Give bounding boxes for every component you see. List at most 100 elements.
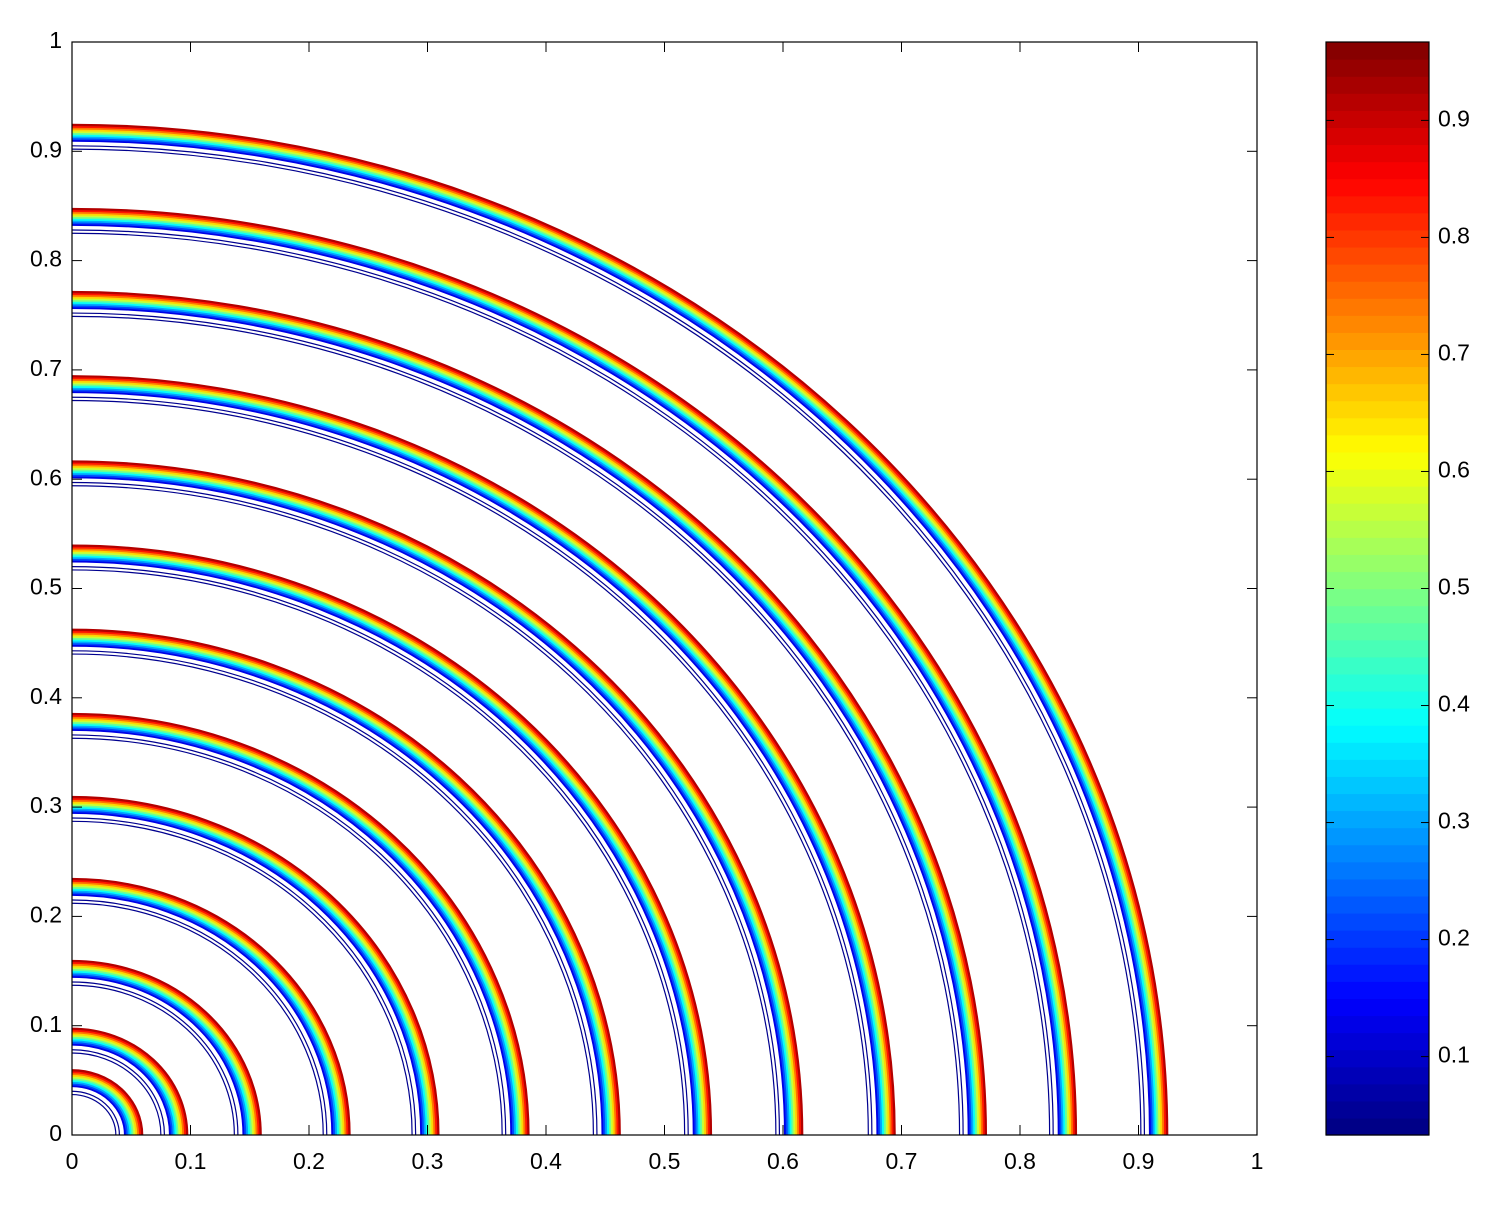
- colorbar-cell: [1326, 1015, 1429, 1034]
- colorbar-tick-label: 0.6: [1438, 457, 1470, 483]
- colorbar-cell: [1326, 947, 1429, 965]
- y-tick-label: 1: [49, 27, 62, 53]
- contour-band: [72, 726, 515, 1135]
- contour-band: [72, 306, 970, 1135]
- contour-line: [72, 902, 324, 1135]
- contour-band: [72, 797, 438, 1135]
- contour-band: [72, 553, 703, 1135]
- y-tick-label: 0.2: [30, 901, 62, 927]
- contour-band: [72, 884, 344, 1135]
- colorbar-cell: [1326, 59, 1429, 77]
- contour-line: [72, 229, 1054, 1135]
- contour-band: [72, 801, 434, 1135]
- colorbar-cell: [1326, 400, 1429, 419]
- contour-band: [72, 213, 1072, 1135]
- contour-band: [72, 881, 347, 1135]
- contour-band: [72, 712, 530, 1135]
- contour-band: [72, 1036, 179, 1135]
- colorbar-cell: [1326, 964, 1429, 982]
- contour-band: [72, 965, 257, 1135]
- colorbar-cell: [1326, 827, 1429, 846]
- contour-band: [72, 546, 711, 1135]
- colorbar-cell: [1326, 434, 1429, 453]
- y-tick-label: 0.9: [30, 136, 62, 162]
- front: [72, 877, 351, 1135]
- contour-band: [72, 551, 705, 1135]
- contour-band: [72, 719, 523, 1135]
- contour-band: [72, 963, 259, 1135]
- contour-band: [72, 633, 616, 1135]
- contour-band: [72, 209, 1076, 1135]
- contour-band: [72, 966, 255, 1135]
- contour-band: [72, 462, 802, 1135]
- contour-band: [72, 637, 612, 1135]
- contour-band: [72, 1041, 174, 1135]
- contour-band: [72, 1069, 144, 1135]
- contour-line: [72, 399, 869, 1135]
- colorbar-cell: [1326, 878, 1429, 897]
- contour-band: [72, 893, 334, 1135]
- contour-band: [72, 544, 713, 1135]
- colorbar-cell: [1326, 503, 1429, 521]
- front: [72, 207, 1078, 1135]
- colorbar-cell: [1326, 930, 1429, 948]
- contour-band: [72, 961, 260, 1135]
- contour-line: [72, 1052, 162, 1135]
- contour-band: [72, 1077, 134, 1135]
- contour-band: [72, 716, 526, 1135]
- contour-band: [72, 1079, 132, 1135]
- contour-line: [72, 485, 777, 1135]
- contour-band: [72, 886, 342, 1135]
- contour-band: [72, 378, 892, 1135]
- contour-band: [72, 628, 621, 1135]
- front: [72, 795, 440, 1135]
- contour-line: [72, 737, 503, 1135]
- contour-band: [72, 385, 885, 1135]
- colorbar-cell: [1326, 195, 1429, 214]
- contour-band: [72, 135, 1156, 1135]
- contour-line: [72, 145, 1146, 1135]
- colorbar-cell: [1326, 110, 1429, 128]
- contour-line: [72, 653, 594, 1135]
- contour-band: [72, 465, 798, 1135]
- contour-band: [72, 725, 517, 1135]
- colorbar-cell: [1326, 468, 1429, 487]
- contour-band: [72, 1039, 176, 1135]
- colorbar-cell: [1326, 161, 1429, 180]
- contour-band: [72, 640, 608, 1135]
- colorbar-tick-label: 0.7: [1438, 340, 1470, 366]
- contour-band: [72, 290, 988, 1135]
- front: [72, 290, 988, 1135]
- contour-band: [72, 128, 1163, 1135]
- contour-band: [72, 554, 701, 1135]
- colorbar-cell: [1326, 622, 1429, 641]
- colorbar-cell: [1326, 861, 1429, 880]
- contour-band: [72, 556, 699, 1135]
- contour-line: [72, 984, 235, 1135]
- contour-band: [72, 472, 791, 1135]
- contour-band: [72, 795, 440, 1135]
- contour-line: [72, 569, 686, 1135]
- x-tick-label: 0.8: [1004, 1148, 1036, 1174]
- contour-band: [72, 1031, 185, 1135]
- colorbar-cell: [1326, 42, 1429, 60]
- front: [72, 628, 621, 1135]
- x-tick-label: 0.9: [1123, 1148, 1155, 1174]
- x-tick-label: 0.4: [530, 1148, 562, 1174]
- colorbar-cell: [1326, 998, 1429, 1017]
- contour-band: [72, 476, 787, 1135]
- colorbar-cell: [1326, 298, 1429, 316]
- y-tick-label: 0.5: [30, 574, 62, 600]
- contour-band: [72, 808, 427, 1135]
- colorbar-cell: [1326, 212, 1429, 231]
- colorbar-cell: [1326, 571, 1429, 590]
- colorbar-cell: [1326, 332, 1429, 351]
- contour-band: [72, 299, 978, 1135]
- colorbar-cell: [1326, 725, 1429, 743]
- colorbar-cell: [1326, 178, 1429, 197]
- contour-band: [72, 883, 345, 1135]
- contour-band: [72, 297, 980, 1135]
- contour-band: [72, 630, 619, 1135]
- contour-line: [72, 1049, 166, 1135]
- colorbar-cell: [1326, 383, 1429, 402]
